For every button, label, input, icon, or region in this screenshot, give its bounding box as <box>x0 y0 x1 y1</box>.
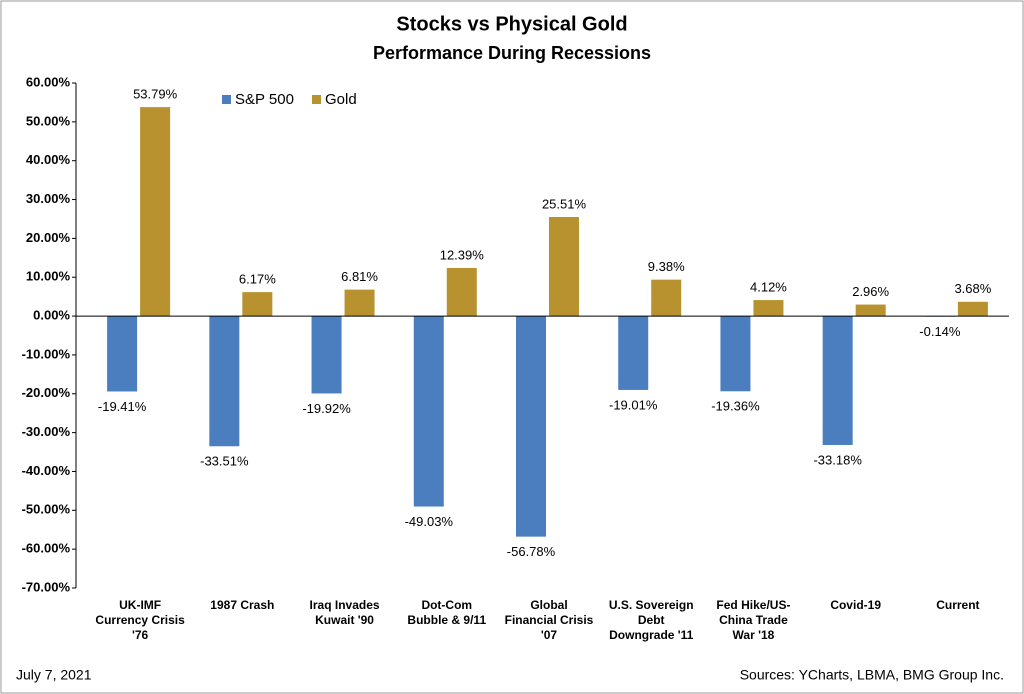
bar <box>311 316 342 394</box>
bar <box>822 316 853 445</box>
y-tick-label: 20.00% <box>26 230 71 245</box>
bar <box>753 300 784 317</box>
y-tick-label: -20.00% <box>22 385 71 400</box>
y-tick-label: -60.00% <box>22 541 71 556</box>
date: July 7, 2021 <box>16 667 92 683</box>
x-tick-label: Dot-Com Bubble & 9/11 <box>407 598 486 627</box>
y-tick-label: -40.00% <box>22 463 71 478</box>
y-tick-label: 30.00% <box>26 191 71 206</box>
y-tick-label: -50.00% <box>22 502 71 517</box>
x-tick-label: Iraq Invades Kuwait '90 <box>310 598 380 627</box>
y-tick-label: 60.00% <box>26 74 71 89</box>
value-label: 2.96% <box>852 284 889 299</box>
chart-subtitle: Performance During Recessions <box>373 43 651 63</box>
y-tick-label: 10.00% <box>26 269 71 284</box>
source: Sources: YCharts, LBMA, BMG Group Inc. <box>740 667 1004 683</box>
legend-swatch <box>312 95 321 104</box>
bar <box>618 316 649 390</box>
y-tick-label: -70.00% <box>22 579 71 594</box>
value-label: -56.78% <box>507 544 556 559</box>
y-tick-label: -30.00% <box>22 424 71 439</box>
x-tick-label: Global Financial Crisis '07 <box>505 598 594 642</box>
bar <box>516 316 546 537</box>
legend-swatch <box>222 95 231 104</box>
value-label: -19.36% <box>711 399 760 414</box>
bar <box>720 316 751 392</box>
x-tick-label: 1987 Crash <box>210 598 274 612</box>
value-label: 6.81% <box>341 269 378 284</box>
bar <box>446 267 477 317</box>
value-label: -19.01% <box>609 397 658 412</box>
value-label: -33.18% <box>813 452 862 467</box>
y-tick-label: 50.00% <box>26 113 71 128</box>
bar <box>413 316 444 507</box>
bar <box>855 304 886 317</box>
x-tick-label: UK-IMF Currency Crisis '76 <box>95 598 185 642</box>
bar <box>209 316 240 447</box>
value-label: 4.12% <box>750 280 787 295</box>
value-label: -19.92% <box>302 401 351 416</box>
bar <box>344 289 375 317</box>
chart-title: Stocks vs Physical Gold <box>396 13 627 35</box>
value-label: -19.41% <box>98 399 147 414</box>
bar <box>140 107 171 317</box>
legend-label: S&P 500 <box>235 91 294 108</box>
bar <box>107 316 138 392</box>
x-tick-label: U.S. Sovereign Debt Downgrade '11 <box>609 598 694 642</box>
value-label: 3.68% <box>954 281 991 296</box>
value-label: -33.51% <box>200 454 249 469</box>
legend-label: Gold <box>325 91 357 108</box>
value-label: 6.17% <box>239 272 276 287</box>
bar <box>549 216 579 317</box>
bar <box>957 301 988 317</box>
y-tick-label: 40.00% <box>26 152 71 167</box>
y-tick-label: 0.00% <box>33 308 70 323</box>
x-tick-label: Covid-19 <box>830 598 881 612</box>
value-label: 53.79% <box>133 87 178 102</box>
y-tick-label: -10.00% <box>22 346 71 361</box>
bar <box>651 279 682 317</box>
value-label: -0.14% <box>919 324 961 339</box>
value-label: 12.39% <box>440 247 485 262</box>
x-tick-label: Current <box>936 598 979 612</box>
bar <box>242 292 273 317</box>
value-label: 9.38% <box>648 259 685 274</box>
value-label: 25.51% <box>542 196 587 211</box>
x-tick-label: Fed Hike/US-China Trade War '18 <box>716 598 790 642</box>
value-label: -49.03% <box>405 514 454 529</box>
